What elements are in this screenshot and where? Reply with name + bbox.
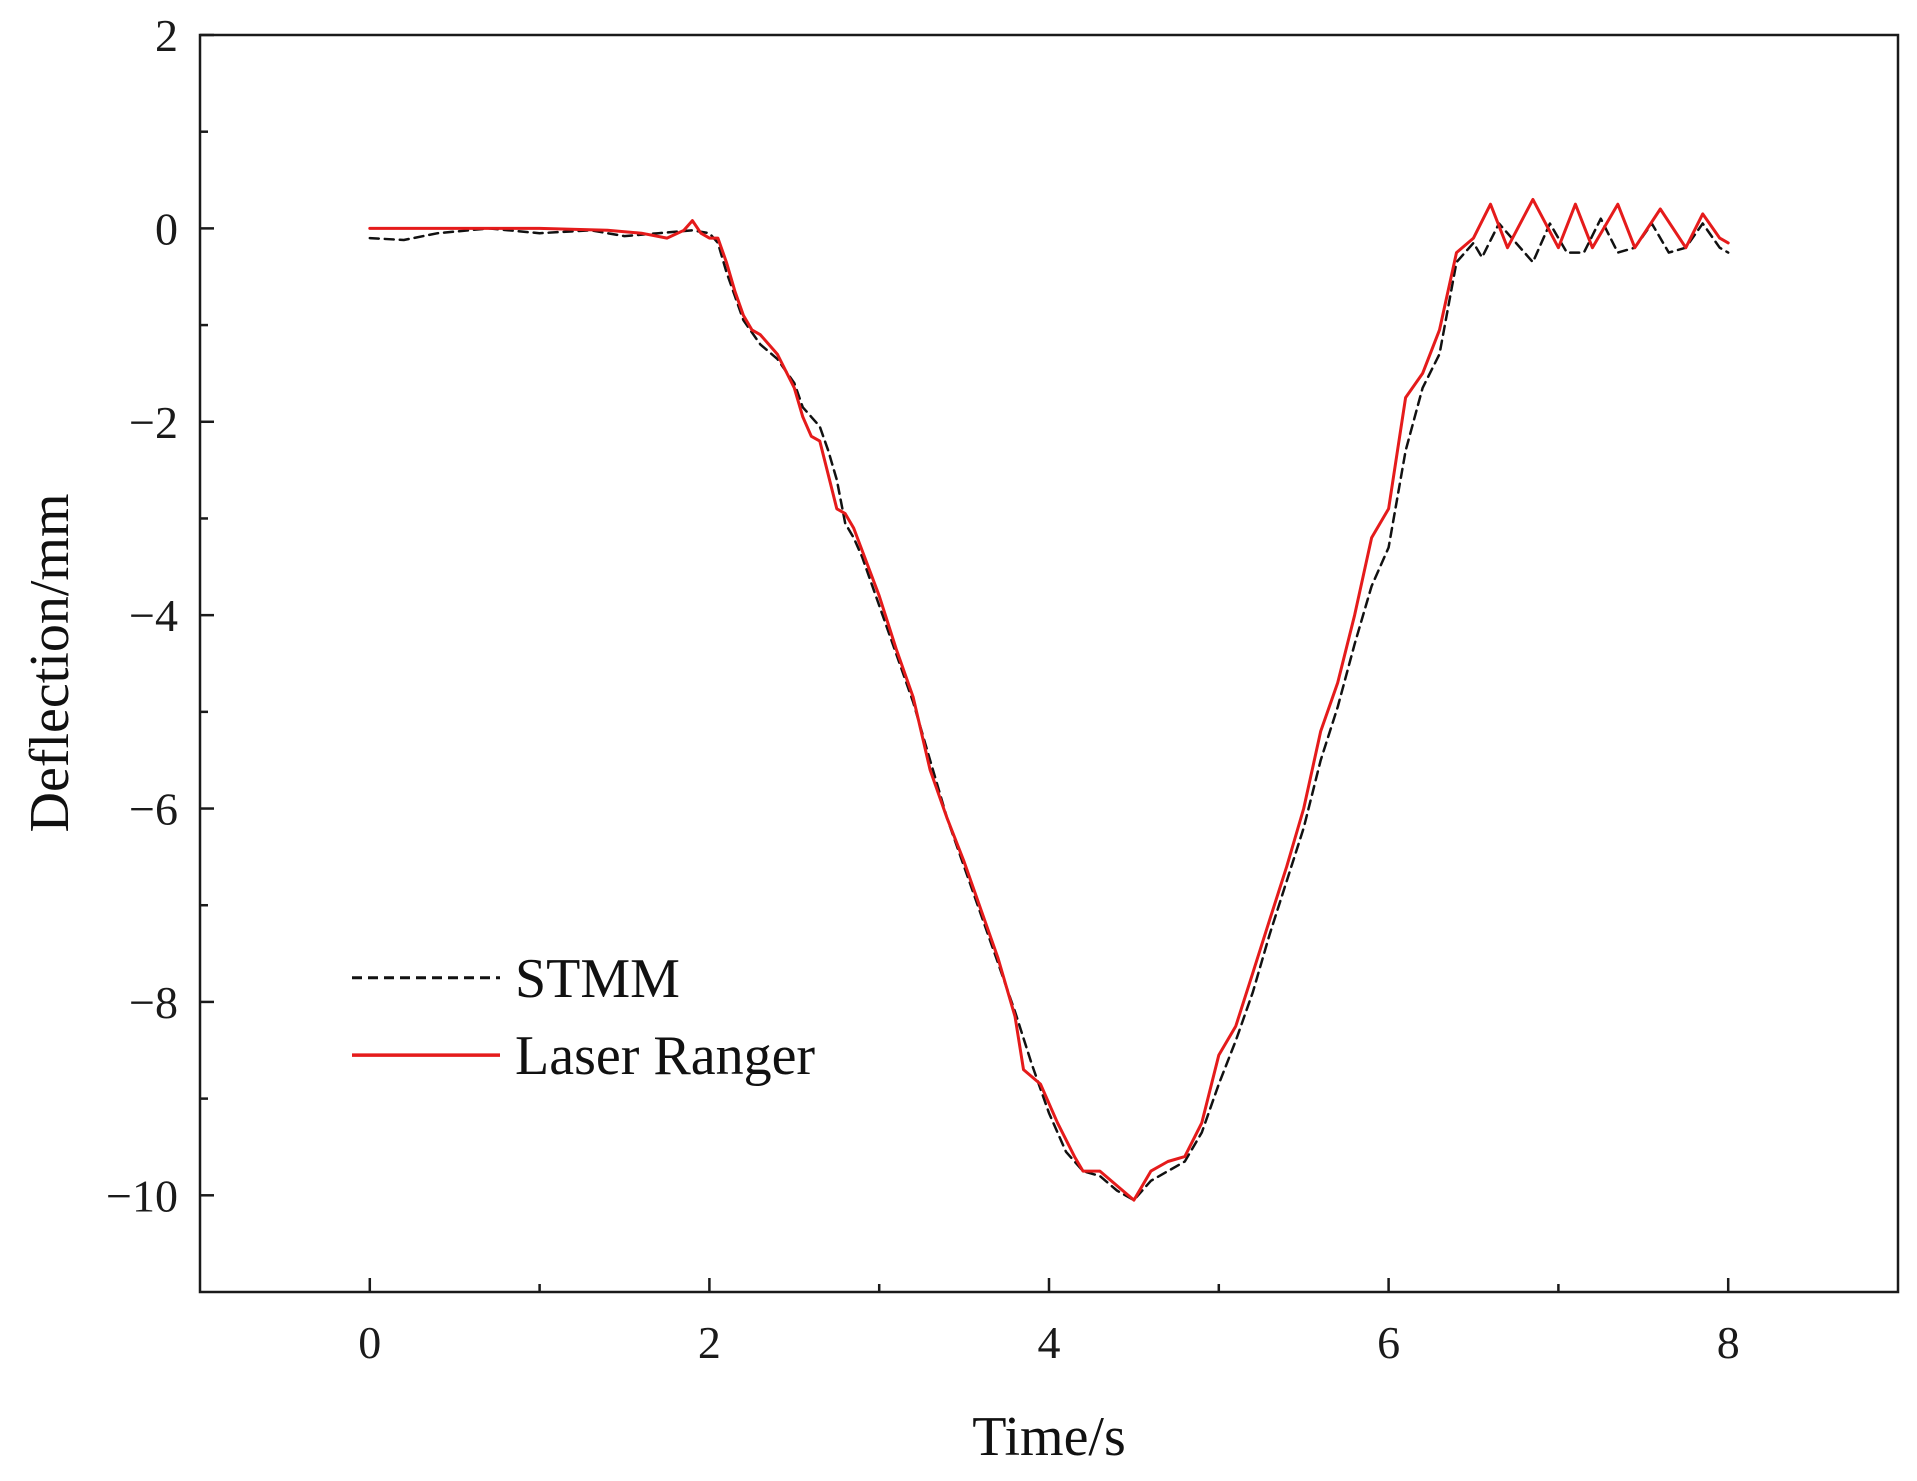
x-axis-ticks: 0 2 4 6 8 — [358, 1278, 1740, 1368]
x-tick-label: 2 — [698, 1317, 721, 1368]
legend-label-laser-ranger: Laser Ranger — [515, 1025, 815, 1087]
y-axis-ticks: 2 0 −2 −4 −6 −8 −10 — [106, 10, 214, 1221]
y-tick-label: −10 — [106, 1170, 178, 1221]
series-layer — [368, 197, 1730, 1202]
x-tick-label: 4 — [1038, 1317, 1061, 1368]
y-tick-label: −4 — [129, 590, 178, 641]
y-tick-label: −6 — [129, 784, 178, 835]
series-line-laser-ranger — [368, 197, 1730, 1202]
y-axis-title: Deflection/mm — [19, 493, 81, 832]
legend: STMM Laser Ranger — [352, 948, 815, 1087]
series-line-stmm — [368, 217, 1730, 1202]
y-tick-label: 2 — [155, 10, 178, 61]
x-tick-label: 6 — [1377, 1317, 1400, 1368]
legend-label-stmm: STMM — [515, 948, 680, 1010]
x-tick-label: 8 — [1717, 1317, 1740, 1368]
x-tick-label: 0 — [358, 1317, 381, 1368]
y-tick-label: 0 — [155, 203, 178, 254]
y-tick-label: −8 — [129, 977, 178, 1028]
y-tick-label: −2 — [129, 397, 178, 448]
x-axis-title: Time/s — [972, 1406, 1126, 1468]
